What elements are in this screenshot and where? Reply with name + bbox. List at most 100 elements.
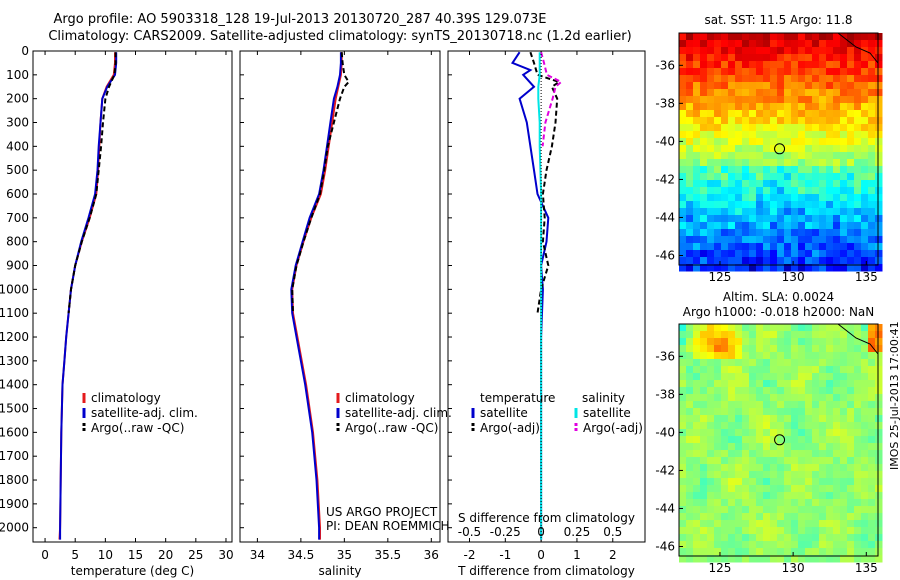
sst_map-cell [833, 166, 841, 174]
sst_map-cell [868, 131, 876, 139]
sst_map-cell [707, 257, 715, 265]
sst_map-cell [805, 138, 813, 146]
sla_map-cell [875, 331, 883, 339]
sla_map-cell [784, 492, 792, 500]
sla_map-cell [700, 338, 708, 346]
sst_map-cell [819, 54, 827, 62]
sla_map-cell [693, 485, 701, 493]
sla_map-cell [840, 534, 848, 542]
sst_map-cell [847, 208, 855, 216]
sla_map-cell [812, 422, 820, 430]
sla_map-cell [854, 513, 862, 521]
sst_map-cell [700, 138, 708, 146]
sla_map-cell [868, 492, 876, 500]
sst_map-cell [868, 82, 876, 90]
sst_map-cell [763, 215, 771, 223]
sla_map-cell [854, 380, 862, 388]
sla_map-cell [777, 520, 785, 528]
sla_map-cell [777, 492, 785, 500]
sst_map-cell [861, 61, 869, 69]
sst_map-cell [826, 131, 834, 139]
sst_map-cell [763, 229, 771, 237]
salinity-series-line [291, 52, 350, 314]
sst_map-cell [833, 89, 841, 97]
sla_map-cell [707, 499, 715, 507]
sla_map-cell [819, 513, 827, 521]
sla_map-cell [763, 436, 771, 444]
sst_map-cell [700, 229, 708, 237]
sla_map-cell [875, 527, 883, 535]
sst_map-cell [749, 33, 757, 41]
sst_map-cell [735, 229, 743, 237]
sla_map-cell [840, 387, 848, 395]
sla_map-cell [861, 394, 869, 402]
sst_map-cell [819, 250, 827, 258]
sst_map-cell [819, 145, 827, 153]
sla_map-cell [798, 422, 806, 430]
sst_map-cell [791, 68, 799, 76]
sla_map-cell [777, 471, 785, 479]
sst_map-cell [868, 180, 876, 188]
sla_map-cell [868, 352, 876, 360]
sst_map-cell [756, 194, 764, 202]
sla_map-cell [868, 408, 876, 416]
sst_map-cell [693, 201, 701, 209]
sst_map-cell [819, 68, 827, 76]
sla_map-cell [840, 443, 848, 451]
sst_map-cell [805, 180, 813, 188]
sst_map-cell [840, 264, 848, 272]
sst_map-cell [749, 54, 757, 62]
sst_map-cell [798, 40, 806, 48]
sla_map-cell [721, 520, 729, 528]
sla_map-cell [679, 366, 687, 374]
sst_map-cell [868, 152, 876, 160]
sla_map-cell [770, 422, 778, 430]
sst_map-cell [875, 61, 883, 69]
sla_map-cell [693, 394, 701, 402]
sla_map-cell [728, 541, 736, 549]
sst_map-cell [798, 250, 806, 258]
sla_map-cell [826, 527, 834, 535]
sst_map-cell [847, 68, 855, 76]
sst_map-cell [700, 54, 708, 62]
sst_map-cell [784, 222, 792, 230]
sst_map-cell [742, 68, 750, 76]
sst_map-xtick-label: 135 [855, 270, 878, 284]
sst_map-cell [707, 243, 715, 251]
sst_map-cell [812, 264, 820, 272]
sst_map-cell [875, 243, 883, 251]
sst_map-cell [854, 117, 862, 125]
sla_map-cell [742, 485, 750, 493]
sla_map-cell [840, 324, 848, 332]
sst_map-cell [714, 33, 722, 41]
sst_map-cell [742, 33, 750, 41]
sla_map-cell [833, 324, 841, 332]
sla_map-cell [861, 499, 869, 507]
sla_map-cell [721, 555, 729, 563]
sst_map-cell [679, 131, 687, 139]
sst_map-cell [679, 54, 687, 62]
sst_map-cell [791, 257, 799, 265]
salinity-legend-label: climatology [345, 391, 415, 405]
sla_map-cell [763, 352, 771, 360]
sla_map-cell [805, 359, 813, 367]
sla_map-cell [770, 324, 778, 332]
sla_map-cell [798, 457, 806, 465]
sla_map-cell [840, 471, 848, 479]
sst_map-cell [756, 208, 764, 216]
sla_map-cell [763, 401, 771, 409]
sla_map-cell [735, 457, 743, 465]
sla_map-cell [756, 415, 764, 423]
sla_map-cell [805, 401, 813, 409]
sst_map-cell [749, 264, 757, 272]
sla_map-cell [693, 359, 701, 367]
sst_map-cell [728, 82, 736, 90]
sla_map-cell [784, 324, 792, 332]
sst_map-cell [784, 117, 792, 125]
sla_map-cell [875, 492, 883, 500]
sst_map-cell [868, 96, 876, 104]
sla_map-cell [784, 380, 792, 388]
sst_map-cell [854, 173, 862, 181]
sla_map-cell [847, 541, 855, 549]
sst_map-cell [700, 96, 708, 104]
